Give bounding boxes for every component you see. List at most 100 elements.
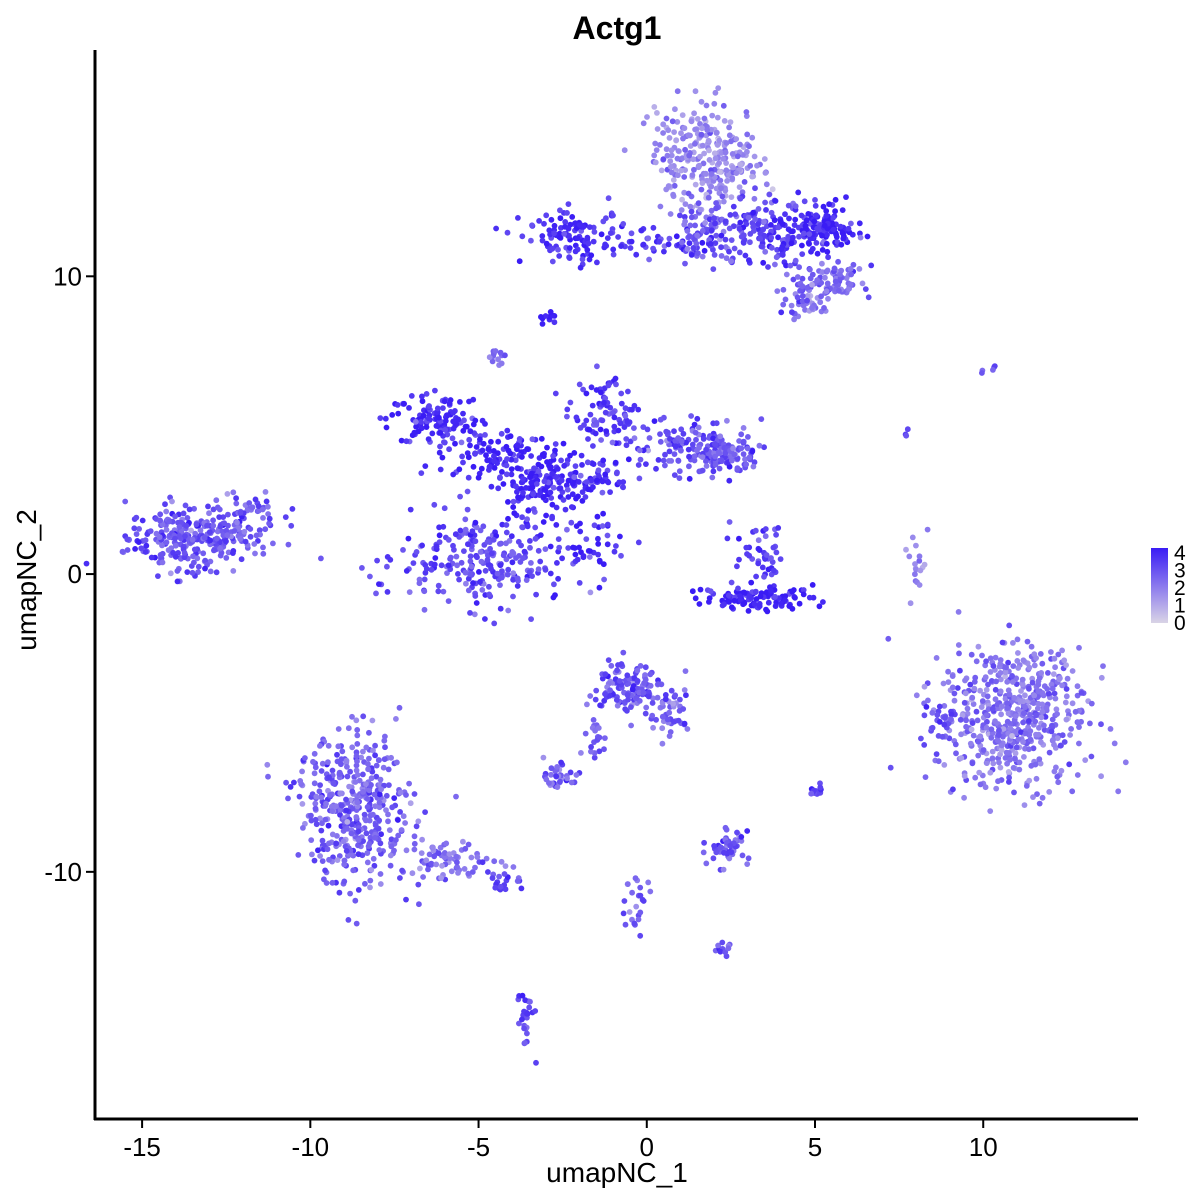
legend-tick-label: 0: [1174, 612, 1186, 635]
data-point: [253, 532, 260, 539]
data-point: [380, 764, 387, 771]
data-point: [136, 526, 143, 532]
data-point: [604, 521, 611, 528]
data-point: [611, 423, 618, 430]
data-point: [681, 125, 688, 132]
data-point: [577, 264, 584, 271]
data-point: [312, 800, 319, 807]
data-point: [780, 301, 787, 308]
data-point: [679, 239, 685, 246]
data-point: [465, 454, 472, 461]
data-point: [518, 542, 524, 549]
data-point: [181, 554, 188, 561]
data-point: [693, 240, 700, 247]
data-point: [605, 479, 612, 486]
data-point: [554, 466, 561, 472]
data-point: [445, 537, 452, 543]
data-point: [493, 225, 499, 232]
data-point: [394, 759, 400, 766]
data-point: [437, 443, 443, 450]
data-point: [384, 554, 391, 560]
data-point: [990, 367, 996, 373]
data-point: [708, 240, 714, 247]
data-point: [519, 524, 525, 530]
data-point: [775, 224, 782, 231]
data-point: [565, 225, 572, 232]
data-point: [737, 195, 744, 202]
data-point: [497, 541, 503, 547]
data-point: [319, 820, 325, 827]
data-point: [550, 453, 556, 459]
data-point: [703, 463, 710, 469]
data-point: [783, 271, 790, 278]
data-point: [595, 541, 602, 547]
data-point: [377, 840, 384, 847]
data-point: [635, 462, 642, 468]
data-point: [300, 825, 306, 831]
data-point: [988, 678, 995, 684]
data-point: [266, 515, 273, 522]
data-point: [935, 758, 942, 765]
data-point: [402, 820, 408, 826]
data-point: [252, 550, 258, 557]
data-point: [398, 827, 405, 833]
data-point: [729, 457, 735, 464]
data-point: [719, 193, 726, 200]
data-point: [1031, 662, 1038, 669]
data-point: [671, 182, 678, 189]
data-point: [1004, 705, 1011, 711]
data-point: [478, 465, 485, 472]
data-point: [588, 384, 595, 391]
data-point: [988, 734, 995, 741]
data-point: [531, 465, 537, 472]
data-point: [540, 754, 547, 761]
data-point: [478, 558, 485, 565]
data-point: [400, 547, 406, 553]
data-point: [262, 526, 269, 533]
data-point: [519, 454, 525, 460]
data-point: [576, 544, 582, 551]
data-point: [744, 445, 751, 452]
data-point: [942, 714, 948, 721]
data-point: [363, 817, 369, 824]
data-point: [786, 215, 792, 222]
data-point: [1098, 674, 1105, 681]
data-point: [568, 779, 575, 786]
data-point: [361, 811, 368, 818]
data-point: [721, 601, 727, 608]
data-point: [461, 866, 468, 872]
data-point: [344, 825, 350, 832]
data-point: [710, 855, 717, 862]
y-axis-label: umapNC_2: [11, 509, 42, 651]
data-point: [467, 442, 473, 449]
data-point: [569, 491, 576, 498]
data-point: [382, 415, 389, 422]
data-point: [745, 214, 752, 221]
data-point: [376, 791, 383, 798]
data-point: [631, 920, 638, 927]
data-point: [329, 831, 336, 838]
data-point: [527, 998, 533, 1005]
data-point: [613, 381, 619, 388]
data-point: [848, 271, 855, 278]
data-point: [1033, 655, 1039, 661]
data-point: [628, 238, 635, 245]
data-point: [252, 496, 259, 503]
data-point: [372, 822, 379, 829]
data-point: [388, 836, 395, 843]
data-point: [462, 516, 469, 523]
legend-tick-label: 2: [1174, 577, 1186, 600]
data-point: [148, 554, 155, 561]
data-point: [415, 818, 422, 825]
data-point: [738, 445, 745, 452]
data-point: [668, 687, 675, 694]
data-point: [353, 814, 360, 820]
data-point: [288, 522, 295, 529]
data-point: [718, 457, 725, 463]
data-point: [706, 147, 712, 154]
data-point: [625, 696, 631, 703]
data-point: [970, 732, 977, 739]
data-point: [547, 309, 554, 315]
data-point: [413, 423, 419, 430]
data-point: [686, 240, 693, 247]
